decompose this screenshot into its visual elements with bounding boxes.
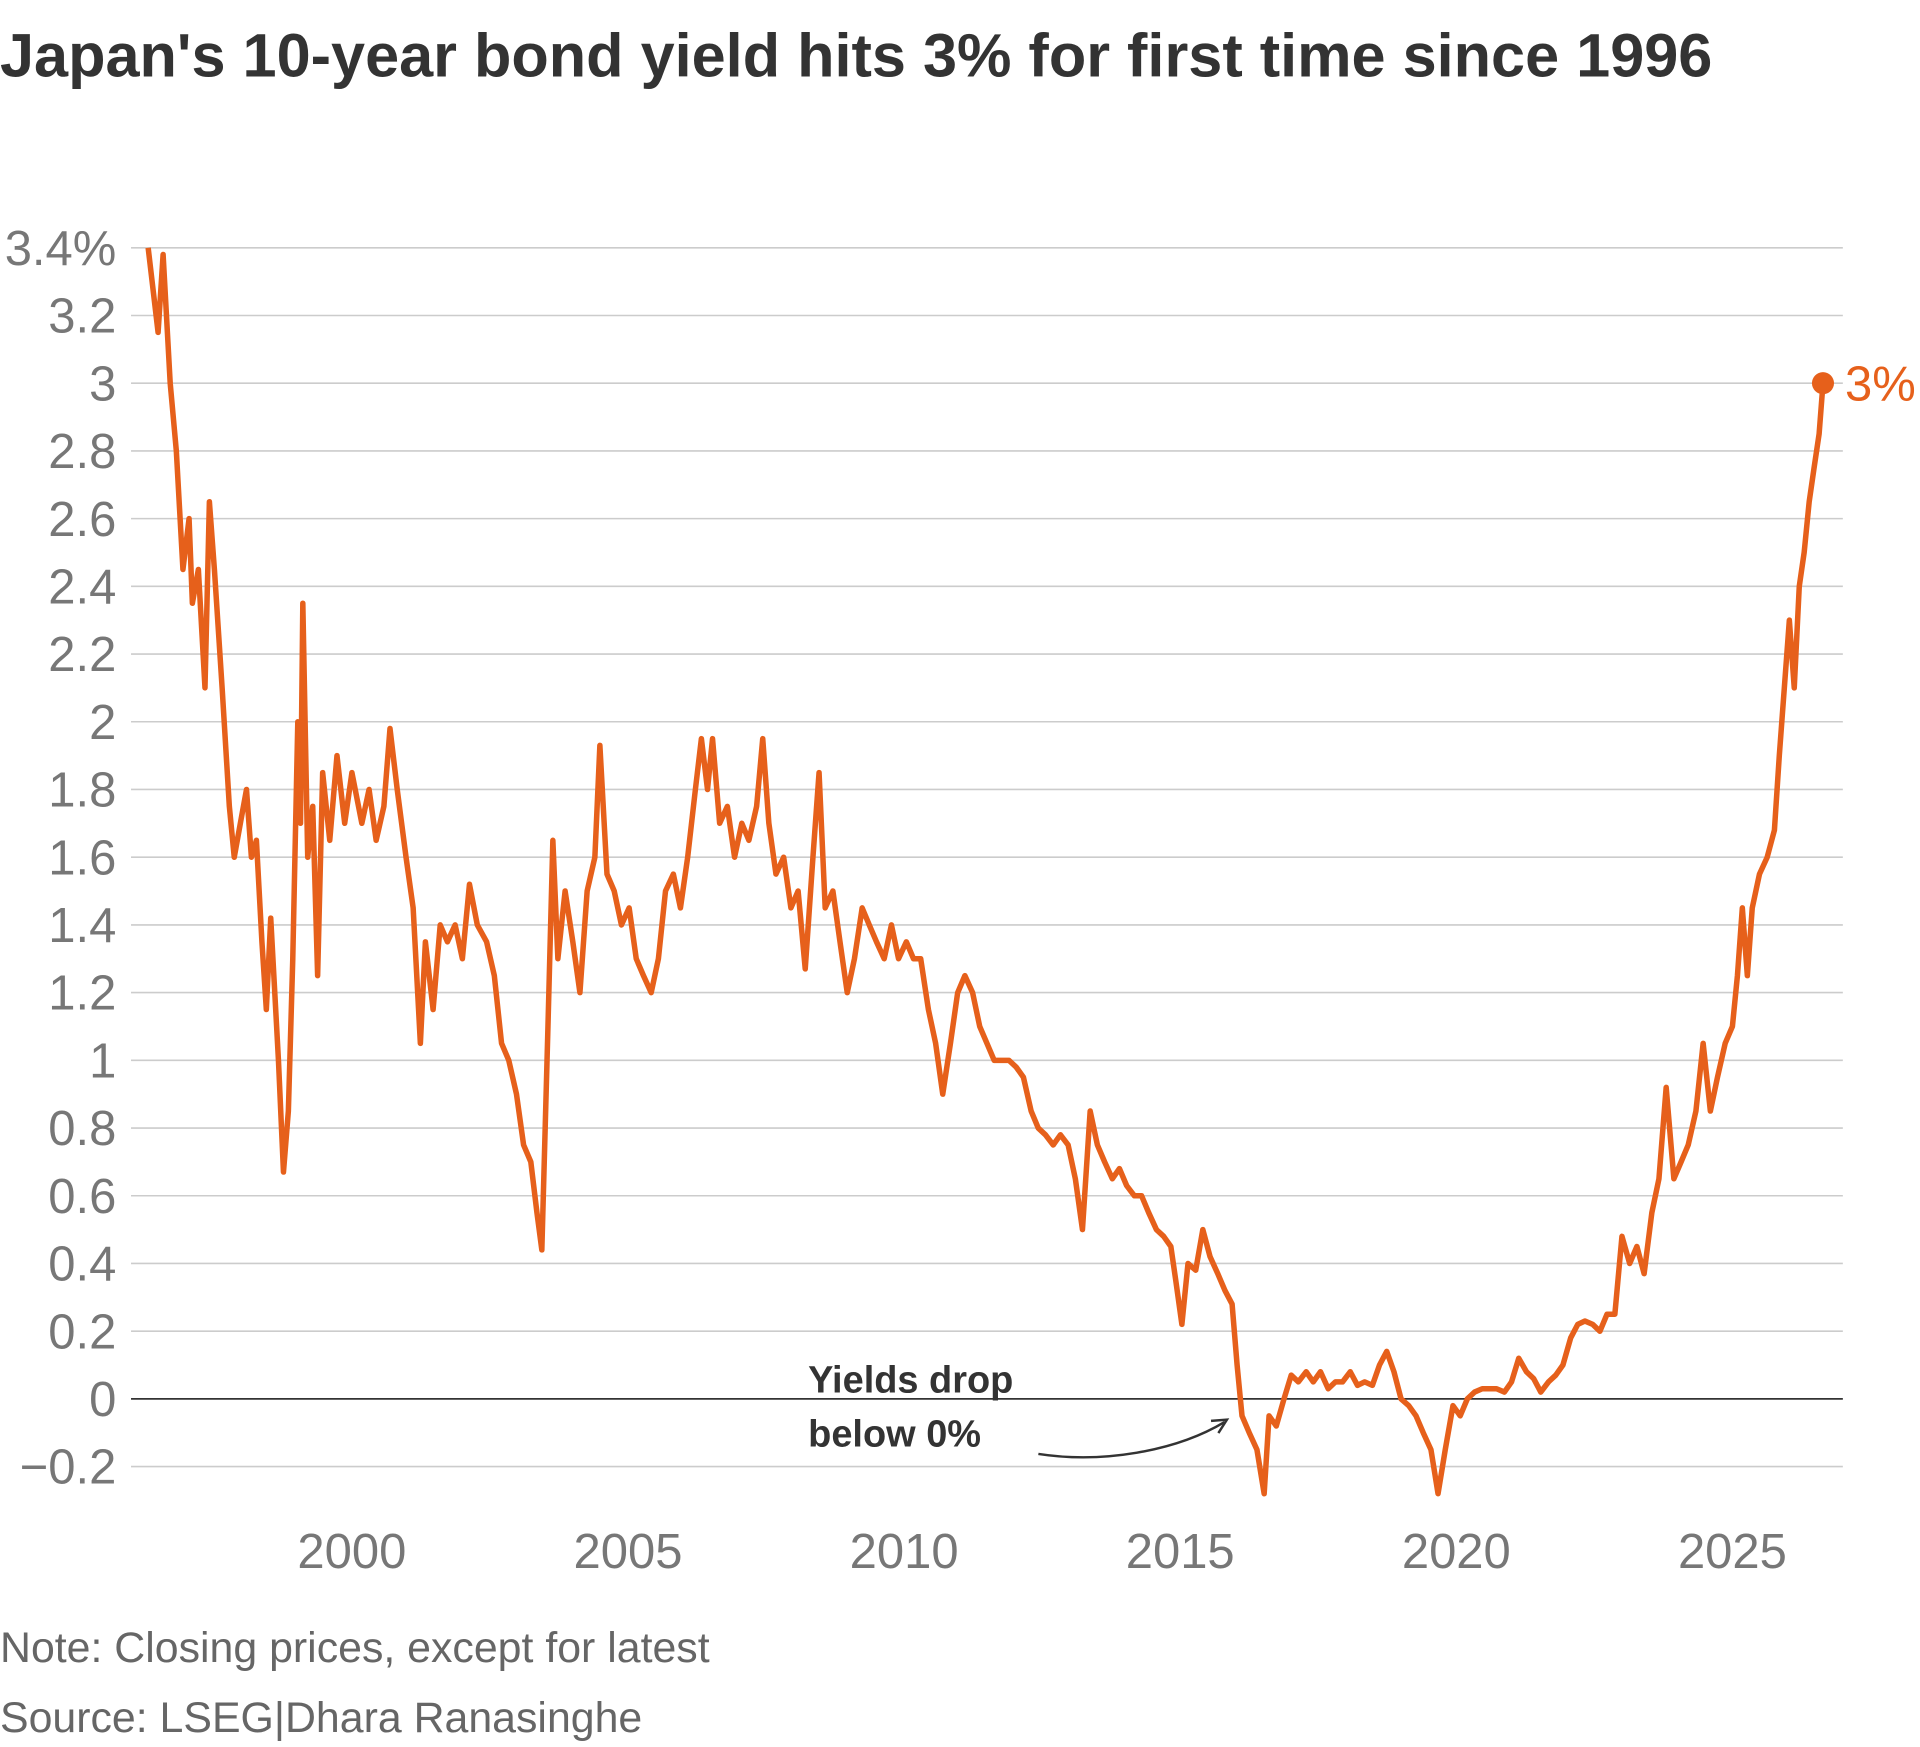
y-tick-label: 0 <box>89 1373 116 1427</box>
annotation: Yields drop <box>808 1360 1013 1402</box>
annotation-arrowhead <box>1210 1418 1230 1434</box>
y-tick-label: 2.8 <box>48 425 116 479</box>
x-tick-label: 2020 <box>1402 1525 1511 1579</box>
y-tick-label: 0.4 <box>48 1238 116 1292</box>
title-line: Japan's 10-year bond yield hits 3% for f… <box>0 21 1712 89</box>
y-tick-label: 2.6 <box>48 493 116 547</box>
y-tick-label: 1.2 <box>48 967 116 1021</box>
y-tick-label: 0.2 <box>48 1305 116 1359</box>
y-tick-label: 2.2 <box>48 628 116 682</box>
y-tick-label: 3 <box>89 357 116 411</box>
x-tick-label: 2025 <box>1678 1525 1787 1579</box>
y-tick-label: −0.2 <box>20 1441 117 1495</box>
last-value-label: 3% <box>1845 357 1916 411</box>
x-tick-label: 2005 <box>574 1525 683 1579</box>
y-tick-label: 1 <box>89 1034 116 1088</box>
y-tick-label: 2 <box>89 696 116 750</box>
source: Source: LSEG|Dhara Ranasinghe <box>0 1694 642 1742</box>
x-tick-label: 2000 <box>297 1525 406 1579</box>
y-tick-label: 1.4 <box>48 899 116 953</box>
y-tick-label: 3.4% <box>5 222 117 276</box>
y-tick-label: 1.6 <box>48 831 116 885</box>
x-tick-label: 2010 <box>850 1525 959 1579</box>
y-tick-label: 2.4 <box>48 560 116 614</box>
annotation-arrow <box>1038 1421 1226 1459</box>
y-tick-label: 3.2 <box>48 290 116 344</box>
chart-title: Japan's 10-year bond yield hits 3% for f… <box>0 21 1712 89</box>
annotation: below 0% <box>808 1414 981 1456</box>
y-tick-label: 1.8 <box>48 764 116 818</box>
y-tick-label: 0.8 <box>48 1102 116 1156</box>
last-point <box>1811 372 1834 395</box>
y-tick-label: 0.6 <box>48 1170 116 1224</box>
note: Note: Closing prices, except for latest <box>0 1624 710 1672</box>
grid <box>131 246 1843 1468</box>
x-tick-label: 2015 <box>1126 1525 1235 1579</box>
line <box>145 247 1826 1497</box>
